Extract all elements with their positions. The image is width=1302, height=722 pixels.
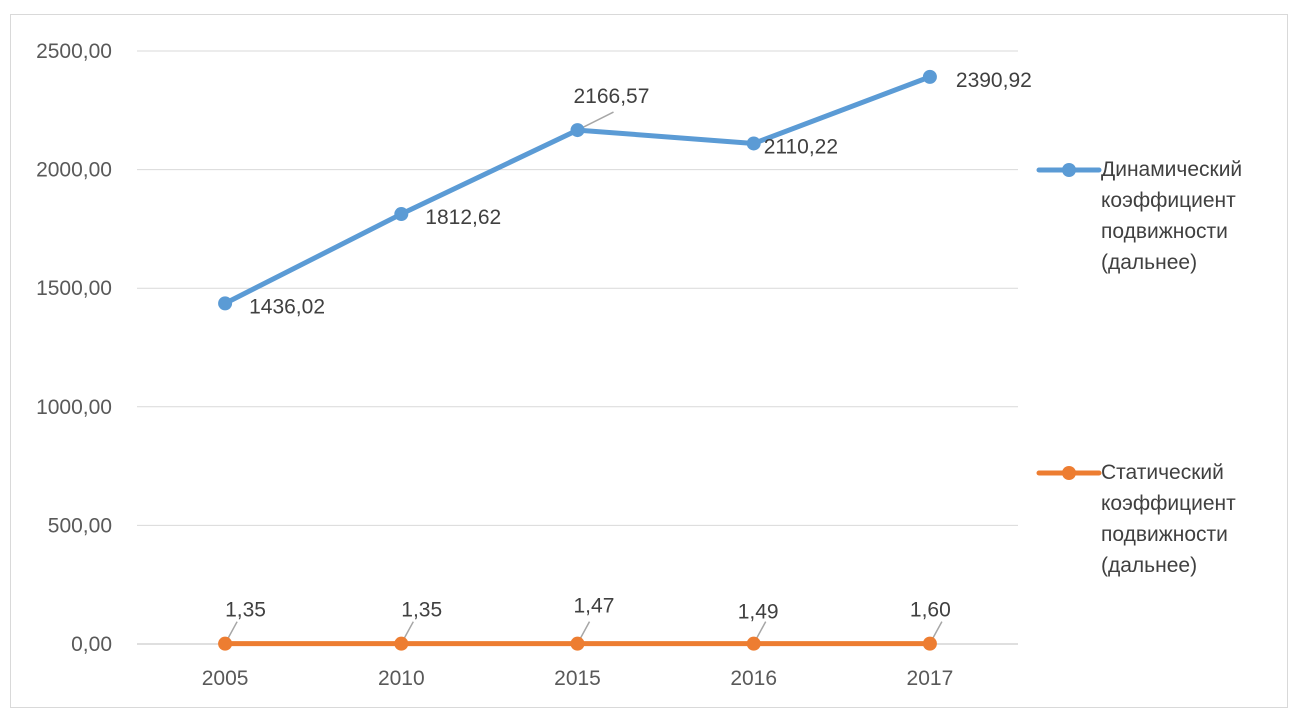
- data-point-marker: [570, 636, 585, 651]
- data-point-marker: [394, 636, 409, 651]
- legend-key-static: [1036, 466, 1102, 480]
- data-point-marker: [218, 636, 233, 651]
- data-point-marker: [218, 296, 233, 311]
- y-axis-tick-labels: 0,00 500,00 1000,00 1500,00 2000,00 2500,00: [36, 40, 112, 656]
- series-lines: [222, 74, 933, 647]
- y-tick-label: 2000,00: [36, 159, 112, 182]
- x-tick-label: 2016: [730, 667, 777, 690]
- x-tick-label: 2017: [907, 667, 954, 690]
- series-line: [222, 74, 933, 306]
- data-label: 1,49: [738, 601, 779, 624]
- y-tick-label: 1000,00: [36, 396, 112, 419]
- data-point-marker: [746, 636, 761, 651]
- data-label: 2390,92: [956, 69, 1032, 92]
- gridlines: [137, 50, 1018, 645]
- data-point-marker: [922, 69, 937, 84]
- y-tick-label: 500,00: [48, 514, 112, 537]
- data-labels: 1436,02 1812,62 2166,57 2110,22 2390,92 1,35 1…: [225, 69, 1032, 624]
- x-tick-label: 2015: [554, 667, 601, 690]
- legend-label-static: Статический коэффициент подвижности (дал…: [1101, 461, 1236, 577]
- legend-key-marker: [1062, 466, 1076, 480]
- data-label: 2110,22: [764, 135, 838, 158]
- data-point-marker: [394, 207, 409, 222]
- data-label: 1812,62: [425, 206, 501, 229]
- data-label: 1,47: [574, 595, 615, 618]
- series-markers: [218, 69, 937, 651]
- legend-key-marker: [1062, 163, 1076, 177]
- data-label: 1,35: [225, 599, 266, 622]
- legend-key-dynamic: [1036, 163, 1102, 177]
- x-axis-tick-labels: 2005 2010 2015 2016 2017: [202, 667, 954, 690]
- y-tick-label: 0,00: [71, 633, 112, 656]
- data-label: 1,35: [401, 599, 442, 622]
- y-tick-label: 1500,00: [36, 277, 112, 300]
- legend-label-dynamic: Динамический коэффициент подвижности (да…: [1101, 158, 1243, 274]
- label-leader-lines: [224, 111, 943, 645]
- data-label: 1436,02: [249, 295, 325, 318]
- x-tick-label: 2010: [378, 667, 425, 690]
- data-label: 2166,57: [574, 85, 650, 108]
- chart-frame: [10, 14, 1288, 708]
- x-tick-label: 2005: [202, 667, 249, 690]
- y-tick-label: 2500,00: [36, 40, 112, 63]
- data-point-marker: [570, 123, 585, 138]
- data-point-marker: [922, 636, 937, 651]
- data-point-marker: [746, 136, 761, 151]
- data-label: 1,60: [910, 599, 951, 622]
